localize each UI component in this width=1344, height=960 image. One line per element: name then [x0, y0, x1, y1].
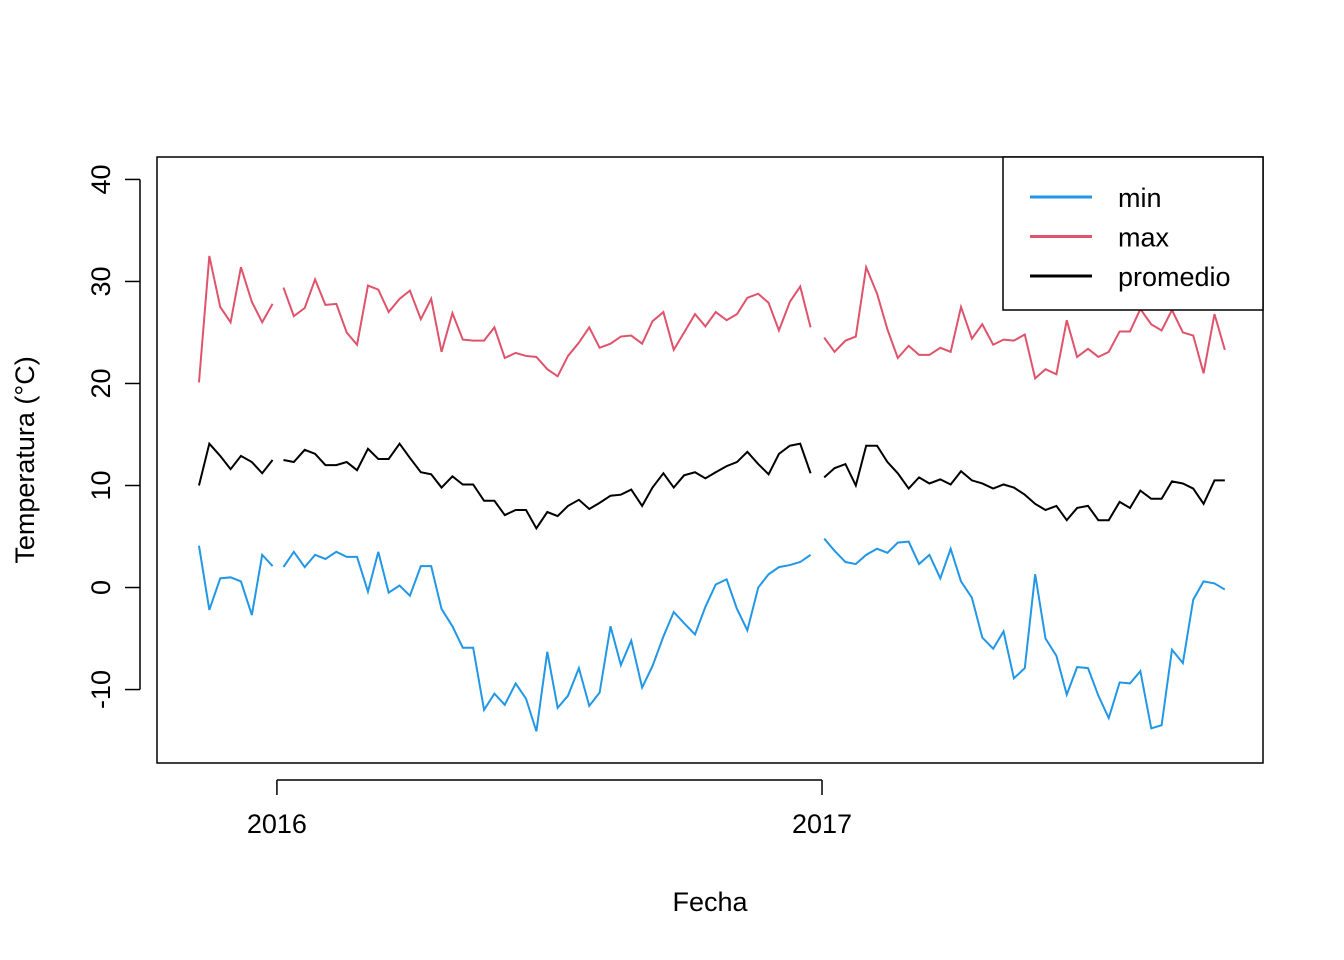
legend-label: max: [1118, 223, 1170, 253]
series-line: [197, 441, 1225, 531]
legend-label: min: [1118, 183, 1162, 213]
y-tick-label: 30: [86, 266, 116, 296]
x-tick-label: 2016: [247, 809, 307, 839]
x-tick-label: 2017: [792, 809, 852, 839]
legend-box: [1002, 156, 1264, 311]
y-tick-label: 20: [86, 368, 116, 398]
series-line: [197, 255, 1226, 383]
y-tick-label: 0: [86, 580, 116, 595]
plot-frame: [156, 156, 1264, 764]
y-tick-label: 40: [86, 164, 116, 194]
y-tick-label: -10: [86, 670, 116, 709]
legend-label: promedio: [1118, 262, 1231, 292]
series-line: [197, 537, 1226, 732]
x-axis-label: Fecha: [672, 887, 748, 917]
y-tick-label: 10: [86, 470, 116, 500]
y-axis-label: Temperatura (°C): [10, 356, 40, 563]
